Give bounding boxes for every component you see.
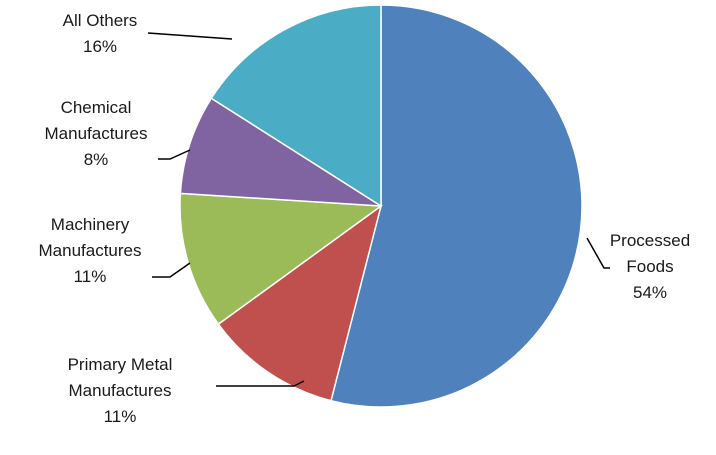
leader-line xyxy=(216,380,305,387)
leader-line xyxy=(147,32,233,40)
slice-label: All Others 16% xyxy=(63,11,138,56)
pie-slice-chemical-manufactures xyxy=(179,97,382,207)
slice-name-label: Manufactures xyxy=(39,241,142,260)
slice-name-label: Processed xyxy=(610,231,690,250)
slice-label: Chemical Manufactures 8% xyxy=(45,98,148,169)
slice-value-label: 54% xyxy=(633,283,667,302)
slice-value-label: 8% xyxy=(84,150,109,169)
slice-name-label: Foods xyxy=(626,257,673,276)
pie-slices xyxy=(179,4,583,408)
slice-label: Machinery Manufactures 11% xyxy=(39,215,142,286)
slice-label: Processed Foods 54% xyxy=(610,231,690,302)
slice-name-label: Chemical xyxy=(61,98,132,117)
slice-name-label: All Others xyxy=(63,11,138,30)
slice-name-label: Primary Metal xyxy=(68,355,173,374)
pie-slice-all-others xyxy=(210,4,382,208)
pie-slice-primary-metal-manufactures xyxy=(217,204,383,402)
slice-name-label: Machinery xyxy=(51,215,130,234)
slice-value-label: 16% xyxy=(83,37,117,56)
slice-labels: Processed Foods 54% Primary Metal Manufactur… xyxy=(39,11,691,426)
leader-line xyxy=(158,149,191,160)
slice-name-label: Manufactures xyxy=(69,381,172,400)
pie-slice-processed-foods xyxy=(330,4,583,408)
leader-line xyxy=(586,237,610,269)
leader-line xyxy=(152,262,191,278)
slice-label: Primary Metal Manufactures 11% xyxy=(68,355,173,426)
slice-name-label: Manufactures xyxy=(45,124,148,143)
leader-lines xyxy=(147,32,610,387)
slice-value-label: 11% xyxy=(104,407,137,426)
pie-slice-machinery-manufactures xyxy=(179,192,384,326)
slice-value-label: 11% xyxy=(74,267,107,286)
